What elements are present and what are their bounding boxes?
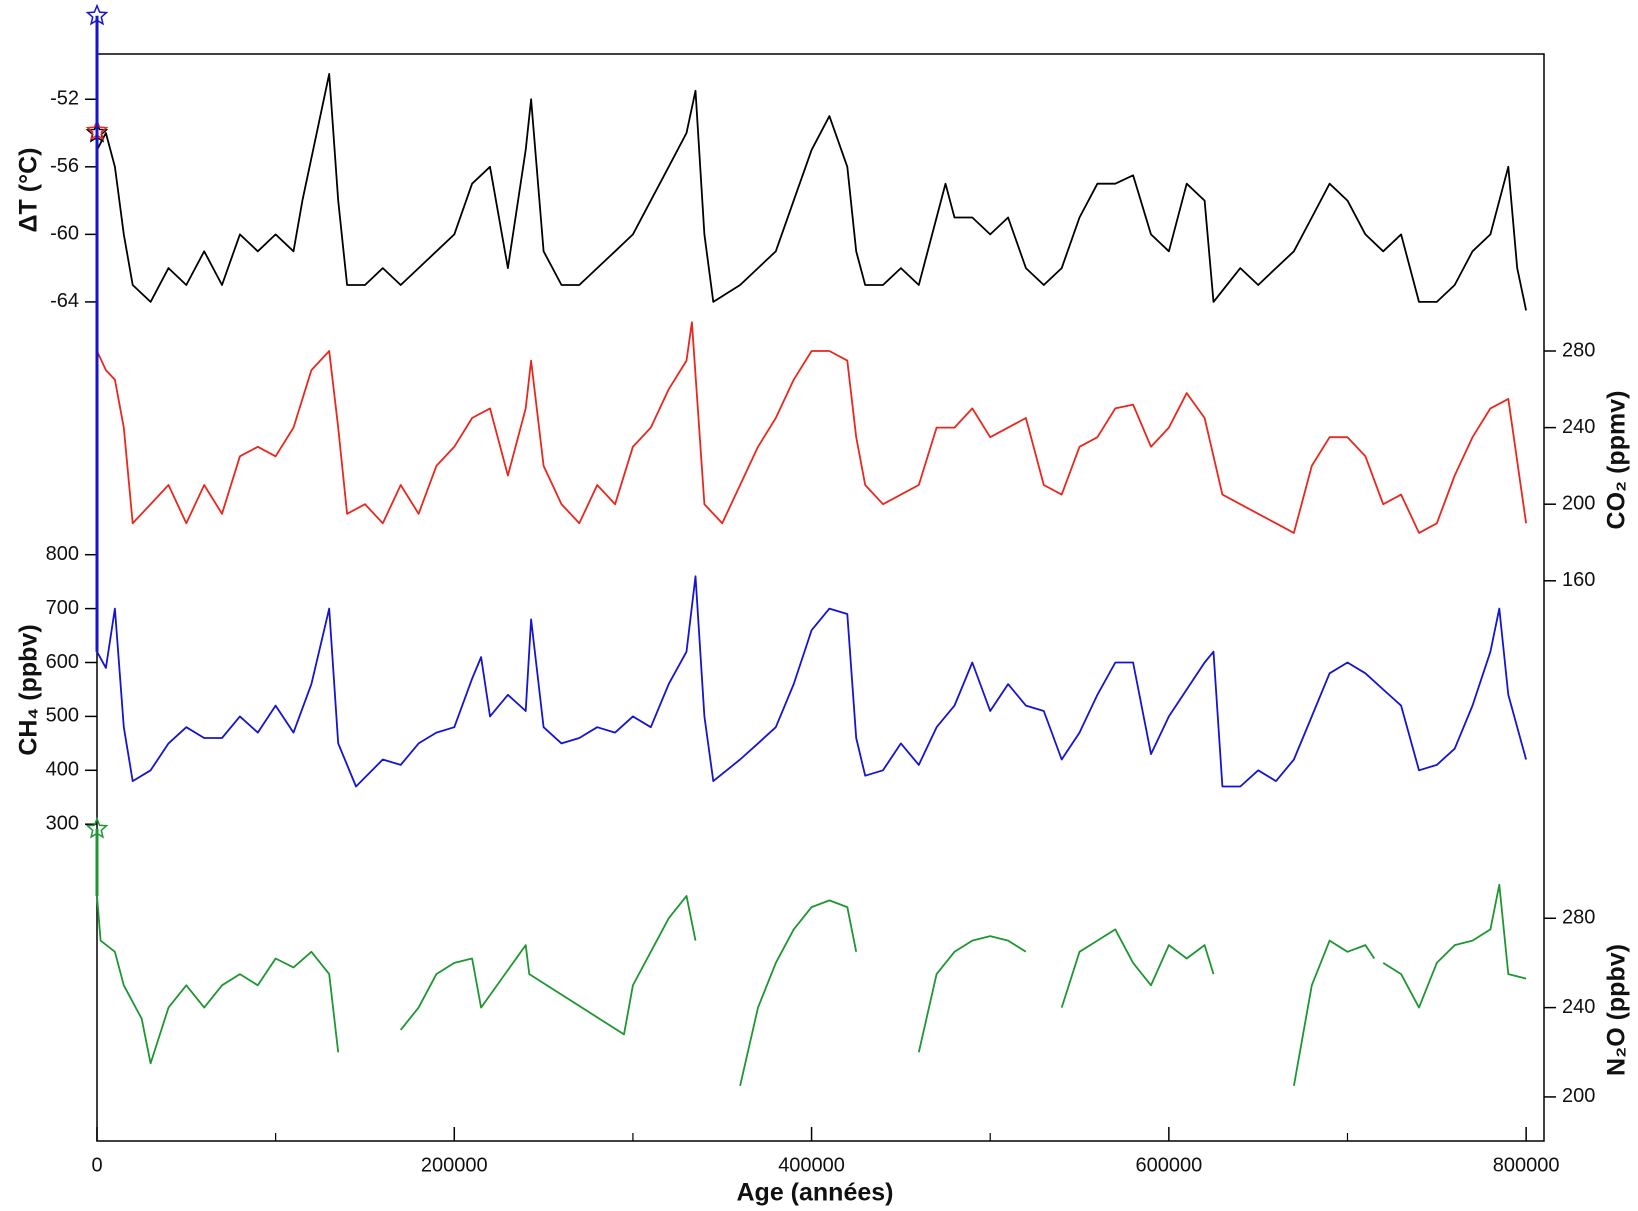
y-tick-label: -52 [50, 88, 79, 110]
y-tick-label: 300 [46, 812, 79, 834]
present-star [85, 3, 109, 26]
data-line [96, 321, 1527, 534]
y-tick-label: 500 [46, 705, 79, 727]
y-tick-label: 200 [1562, 1085, 1595, 1107]
y-tick-label: 280 [1562, 339, 1595, 361]
x-tick-label: 600000 [1135, 1154, 1202, 1176]
y-axis-label: N₂O (ppbv) [1603, 944, 1631, 1076]
data-line [96, 883, 1527, 1087]
y-tick-label: 400 [46, 759, 79, 781]
y-tick-label: 800 [46, 543, 79, 565]
y-tick-label: 280 [1562, 907, 1595, 929]
y-tick-label: 160 [1562, 569, 1595, 591]
y-tick-label: -64 [50, 290, 79, 312]
x-tick-label: 200000 [421, 1154, 488, 1176]
y-axis-label: ΔT (°C) [15, 148, 43, 233]
y-tick-label: 600 [46, 651, 79, 673]
y-axis-label: CH₄ (ppbv) [15, 624, 43, 755]
y-tick-label: 200 [1562, 492, 1595, 514]
y-tick-label: 240 [1562, 996, 1595, 1018]
present-star [85, 816, 109, 839]
data-line [96, 575, 1527, 788]
y-tick-label: -56 [50, 155, 79, 177]
y-tick-label: -60 [50, 223, 79, 245]
y-tick-label: 700 [46, 597, 79, 619]
data-line [96, 73, 1527, 311]
x-tick-label: 800000 [1493, 1154, 1560, 1176]
x-tick-label: 400000 [778, 1154, 845, 1176]
x-axis-label: Age (années) [737, 1179, 894, 1207]
y-axis-label: CO₂ (ppmv) [1603, 391, 1631, 530]
y-tick-label: 240 [1562, 416, 1595, 438]
x-tick-label: 0 [91, 1154, 102, 1176]
frame [96, 53, 1545, 1142]
